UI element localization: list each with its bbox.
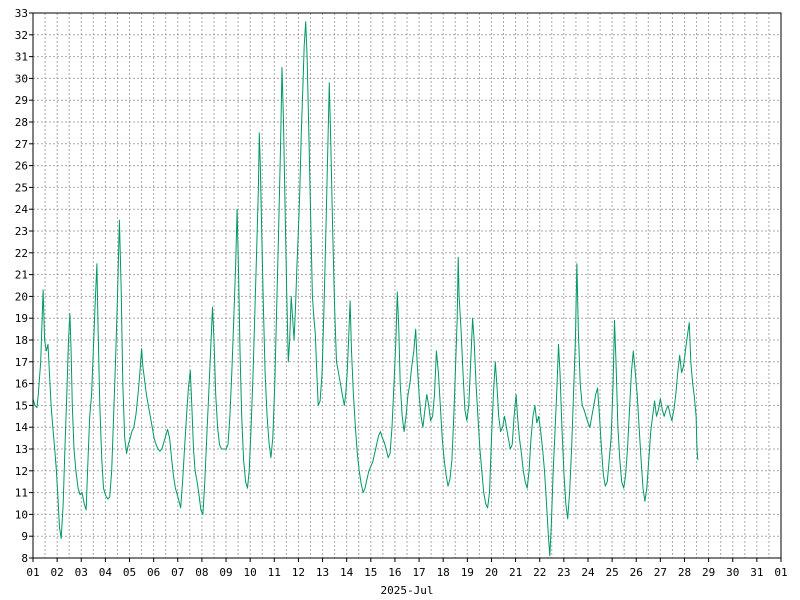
x-tick-label: 24 — [581, 566, 595, 579]
y-tick-label: 13 — [15, 443, 28, 456]
x-tick-label: 07 — [171, 566, 184, 579]
y-tick-label: 15 — [15, 399, 28, 412]
x-tick-label: 26 — [630, 566, 643, 579]
x-tick-label: 23 — [557, 566, 570, 579]
x-tick-label: 27 — [654, 566, 667, 579]
x-tick-label: 19 — [461, 566, 474, 579]
x-tick-label: 05 — [123, 566, 136, 579]
x-tick-label: 12 — [292, 566, 305, 579]
y-tick-label: 30 — [15, 72, 28, 85]
x-tick-label: 21 — [509, 566, 522, 579]
x-tick-label: 20 — [485, 566, 498, 579]
y-tick-label: 11 — [15, 487, 28, 500]
y-tick-label: 27 — [15, 138, 28, 151]
y-tick-label: 16 — [15, 378, 28, 391]
x-tick-label: 06 — [147, 566, 160, 579]
tick-layer: 8 9 10 11 12 13 14 15 16 17 18 19 20 21 22 23 24 25 26 27 28… — [15, 7, 788, 579]
y-tick-label: 18 — [15, 334, 28, 347]
y-tick-label: 10 — [15, 508, 28, 521]
x-tick-label: 01 — [26, 566, 39, 579]
x-tick-label: 03 — [75, 566, 88, 579]
x-tick-label: 15 — [364, 566, 377, 579]
grid-lines — [33, 13, 781, 558]
x-tick-label: 18 — [437, 566, 450, 579]
x-tick-label: 22 — [533, 566, 546, 579]
x-tick-label: 08 — [195, 566, 208, 579]
y-tick-label: 22 — [15, 247, 28, 260]
y-tick-label: 12 — [15, 465, 28, 478]
y-tick-label: 24 — [15, 203, 29, 216]
x-tick-label: 29 — [702, 566, 715, 579]
y-tick-label: 8 — [21, 552, 28, 565]
y-tick-label: 33 — [15, 7, 28, 20]
y-tick-label: 32 — [15, 29, 28, 42]
x-tick-label: 14 — [340, 566, 354, 579]
y-tick-label: 21 — [15, 269, 28, 282]
series-layer — [32, 21, 699, 557]
x-tick-label: 31 — [750, 566, 763, 579]
y-tick-label: 29 — [15, 94, 28, 107]
x-tick-label: 09 — [219, 566, 232, 579]
y-tick-label: 19 — [15, 312, 28, 325]
x-axis-label: 2025-Jul — [381, 584, 434, 597]
y-tick-label: 17 — [15, 356, 28, 369]
y-tick-label: 26 — [15, 160, 28, 173]
x-tick-label: 13 — [316, 566, 329, 579]
y-tick-label: 14 — [15, 421, 29, 434]
x-tick-label: 30 — [726, 566, 739, 579]
x-tick-label: 17 — [412, 566, 425, 579]
y-tick-label: 25 — [15, 181, 28, 194]
x-tick-label: 11 — [268, 566, 281, 579]
x-tick-label: 01 — [774, 566, 787, 579]
x-tick-label: 10 — [244, 566, 257, 579]
series-line — [32, 21, 699, 557]
x-tick-label: 28 — [678, 566, 691, 579]
y-tick-label: 23 — [15, 225, 28, 238]
y-tick-label: 20 — [15, 290, 28, 303]
x-tick-label: 25 — [605, 566, 618, 579]
y-tick-label: 28 — [15, 116, 28, 129]
y-tick-label: 9 — [21, 530, 28, 543]
x-tick-label: 04 — [99, 566, 113, 579]
y-tick-label: 31 — [15, 51, 28, 64]
x-tick-label: 02 — [51, 566, 64, 579]
x-tick-label: 16 — [388, 566, 401, 579]
plot-frame — [32, 12, 782, 559]
